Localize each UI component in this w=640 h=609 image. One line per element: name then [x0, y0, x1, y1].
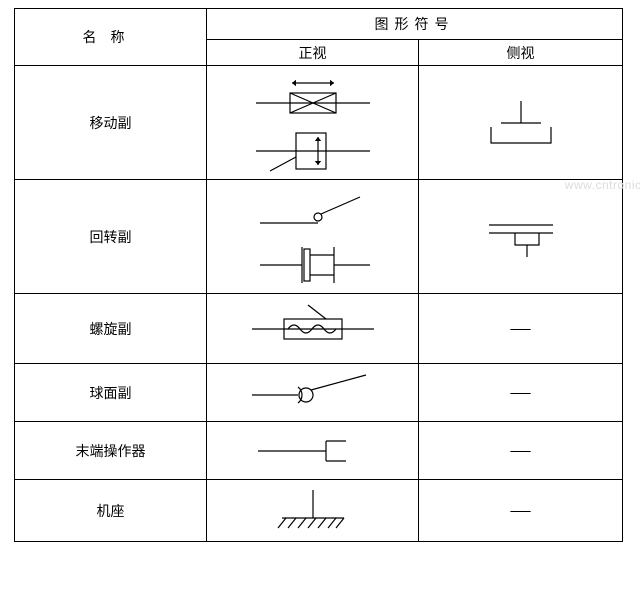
symbol-table: 名称 图形符号 正视 侧视 移动副回转副螺旋副 — 球面副 — 末端操作器 — 机座 — [14, 8, 623, 542]
side-symbol [419, 180, 623, 294]
front-symbol [207, 66, 419, 180]
hdr-side: 侧视 [419, 40, 623, 66]
side-symbol: — [419, 294, 623, 364]
table-row: 球面副 — [15, 364, 623, 422]
table-row: 末端操作器 — [15, 422, 623, 480]
row-name: 螺旋副 [15, 294, 207, 364]
table-row: 移动副 [15, 66, 623, 180]
table-row: 螺旋副 — [15, 294, 623, 364]
row-name: 回转副 [15, 180, 207, 294]
hdr-symbols: 图形符号 [207, 9, 623, 40]
row-name: 机座 [15, 480, 207, 542]
hdr-front: 正视 [207, 40, 419, 66]
row-name: 球面副 [15, 364, 207, 422]
table-row: 回转副 [15, 180, 623, 294]
table-body: 移动副回转副螺旋副 — 球面副 — 末端操作器 — 机座 — [15, 66, 623, 542]
header-row-1: 名称 图形符号 [15, 9, 623, 40]
side-symbol: — [419, 364, 623, 422]
front-symbol [207, 180, 419, 294]
row-name: 末端操作器 [15, 422, 207, 480]
row-name: 移动副 [15, 66, 207, 180]
front-symbol [207, 422, 419, 480]
front-symbol [207, 480, 419, 542]
table-row: 机座 — [15, 480, 623, 542]
table-wrap: 名称 图形符号 正视 侧视 移动副回转副螺旋副 — 球面副 — 末端操作器 — 机座 — [14, 8, 622, 542]
side-symbol: — [419, 480, 623, 542]
front-symbol [207, 294, 419, 364]
side-symbol: — [419, 422, 623, 480]
hdr-name: 名称 [15, 9, 207, 66]
front-symbol [207, 364, 419, 422]
side-symbol [419, 66, 623, 180]
